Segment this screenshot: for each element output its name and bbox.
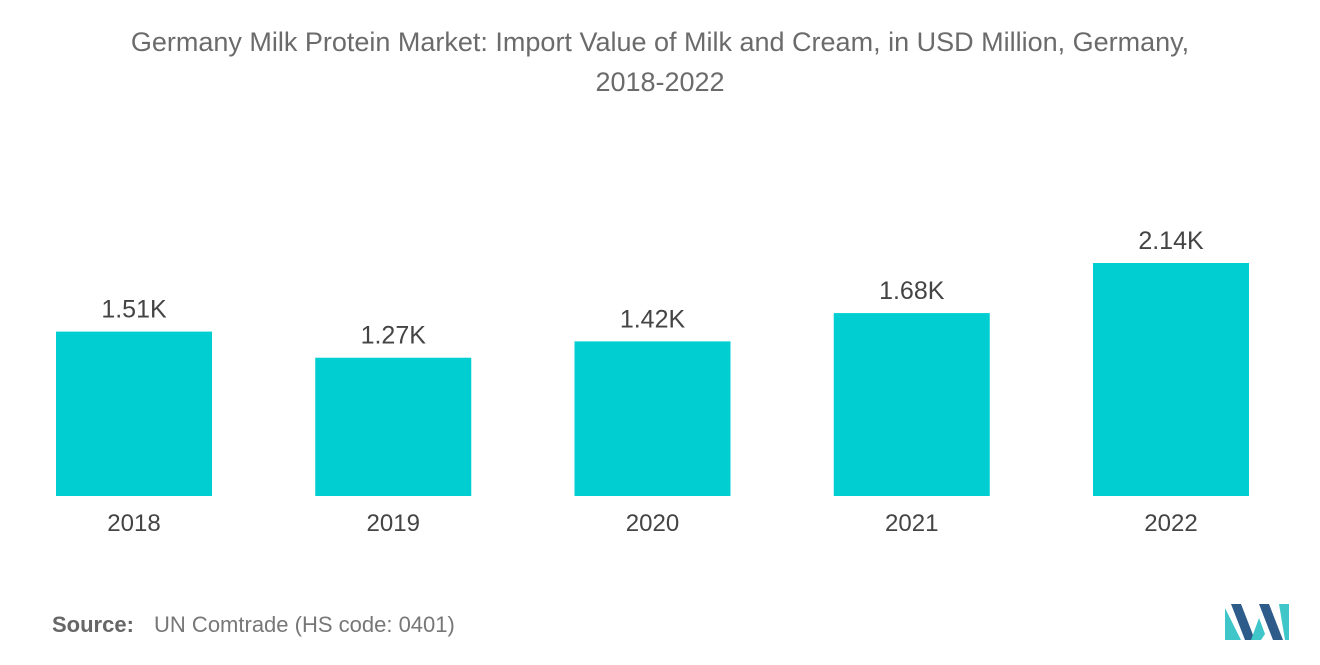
x-tick-label-2022: 2022 [1144,510,1197,537]
source-label: Source: [52,612,134,637]
bar-2022 [1093,263,1249,496]
data-label-2020: 1.42K [620,305,686,333]
bar-2020 [574,341,731,496]
data-label-2021: 1.68K [879,277,945,305]
x-tick-label-2019: 2019 [367,510,420,537]
chart-title-line-1: Germany Milk Protein Market: Import Valu… [130,27,1190,57]
source-text: UN Comtrade (HS code: 0401) [154,612,455,637]
data-label-2022: 2.14K [1138,227,1204,255]
bar-chart: 1.51K 2018 1.27K 2019 1.42K 2020 1.68K 2021 2.14… [56,227,1249,537]
bar-2018 [56,331,212,496]
bar-2021 [833,313,990,496]
chart-title: Germany Milk Protein Market: Import Valu… [0,22,1320,102]
x-tick-label-2018: 2018 [107,510,160,537]
data-label-2018: 1.51K [101,296,167,324]
chart-title-line-2: 2018-2022 [595,67,725,97]
brand-logo-icon [1225,604,1289,640]
source-note: Source: UN Comtrade (HS code: 0401) [52,612,455,638]
bar-2019 [315,357,472,496]
x-tick-label-2021: 2021 [885,510,938,537]
data-label-2019: 1.27K [361,322,427,350]
x-tick-label-2020: 2020 [626,510,679,537]
